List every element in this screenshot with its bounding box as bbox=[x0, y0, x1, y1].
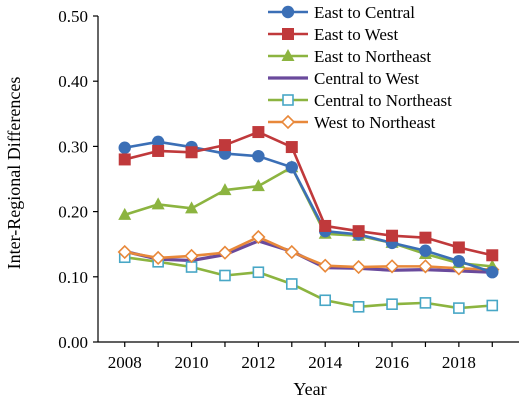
data-point bbox=[386, 298, 398, 310]
data-point bbox=[285, 278, 298, 290]
series-east-to-west bbox=[118, 126, 499, 262]
y-tick-label: 0.20 bbox=[58, 203, 88, 222]
legend-label: Central to Northeast bbox=[314, 91, 452, 110]
x-tick-label: 2014 bbox=[308, 353, 343, 372]
legend-marker bbox=[280, 114, 296, 130]
data-point bbox=[118, 141, 131, 154]
y-tick-label: 0.00 bbox=[58, 333, 88, 352]
data-point bbox=[384, 259, 400, 274]
legend-marker bbox=[282, 28, 294, 40]
data-point bbox=[486, 249, 499, 262]
x-tick-label: 2008 bbox=[108, 353, 142, 372]
data-point bbox=[152, 144, 165, 157]
series-layer bbox=[117, 126, 500, 314]
legend: East to Central East to West East to North… bbox=[268, 3, 452, 132]
data-point bbox=[151, 135, 165, 149]
y-tick-label: 0.40 bbox=[58, 72, 88, 91]
data-point bbox=[318, 258, 333, 273]
data-point bbox=[284, 244, 299, 260]
data-point bbox=[319, 294, 332, 307]
data-point bbox=[419, 297, 432, 309]
data-point bbox=[151, 197, 165, 210]
x-axis-ticks: 2008 2010 2012 2014 2016 2018 bbox=[108, 342, 493, 372]
legend-marker bbox=[281, 49, 295, 61]
data-point bbox=[118, 207, 132, 220]
data-point bbox=[117, 244, 132, 260]
data-point bbox=[218, 183, 232, 196]
data-point bbox=[352, 300, 365, 313]
data-point bbox=[252, 126, 265, 139]
axes bbox=[97, 16, 519, 343]
x-axis-title: Year bbox=[293, 379, 326, 399]
data-point bbox=[418, 259, 433, 274]
legend-item: Central to West bbox=[268, 69, 419, 88]
data-point bbox=[419, 231, 432, 244]
x-tick-label: 2012 bbox=[241, 353, 275, 372]
legend-label: East to Central bbox=[314, 3, 415, 22]
data-point bbox=[118, 153, 131, 166]
data-point bbox=[452, 241, 465, 254]
legend-item: East to West bbox=[268, 25, 399, 44]
legend-item: Central to Northeast bbox=[268, 91, 452, 110]
x-tick-label: 2018 bbox=[442, 353, 476, 372]
data-point bbox=[419, 244, 432, 257]
series-line bbox=[124, 165, 493, 268]
y-axis-title: Inter-Regional Differences bbox=[4, 77, 24, 270]
data-point bbox=[486, 266, 499, 279]
data-point bbox=[285, 141, 298, 154]
series-line bbox=[124, 130, 493, 257]
legend-label: East to West bbox=[314, 25, 399, 44]
data-point bbox=[251, 179, 265, 192]
legend-marker bbox=[281, 5, 295, 19]
series-central-to-northeast bbox=[118, 251, 499, 314]
x-tick-label: 2016 bbox=[375, 353, 409, 372]
data-point bbox=[351, 259, 366, 275]
data-point bbox=[252, 149, 265, 163]
data-point bbox=[219, 269, 231, 282]
y-tick-label: 0.50 bbox=[58, 7, 88, 26]
y-tick-label: 0.10 bbox=[58, 268, 88, 287]
data-point bbox=[218, 139, 231, 152]
data-point bbox=[217, 245, 233, 260]
data-point bbox=[185, 146, 198, 159]
data-point bbox=[184, 248, 199, 264]
data-point bbox=[319, 219, 332, 232]
x-tick-label: 2010 bbox=[175, 353, 209, 372]
legend-label: Central to West bbox=[314, 69, 419, 88]
data-point bbox=[453, 302, 465, 314]
legend-item: East to Northeast bbox=[268, 47, 431, 66]
data-point bbox=[252, 266, 265, 279]
data-point bbox=[452, 254, 466, 268]
data-point bbox=[185, 261, 198, 273]
data-point bbox=[185, 201, 199, 214]
data-point bbox=[486, 299, 499, 312]
series-line bbox=[124, 255, 493, 310]
legend-label: West to Northeast bbox=[314, 113, 436, 132]
data-point bbox=[386, 229, 399, 242]
data-point bbox=[285, 161, 298, 174]
data-point bbox=[151, 250, 166, 266]
data-point bbox=[352, 225, 365, 238]
y-axis-ticks: 0.00 0.10 0.20 0.30 0.40 0.50 bbox=[58, 7, 98, 352]
legend-label: East to Northeast bbox=[314, 47, 431, 66]
legend-item: East to Central bbox=[268, 3, 415, 22]
data-point bbox=[251, 229, 266, 245]
legend-marker bbox=[282, 94, 294, 106]
y-tick-label: 0.30 bbox=[58, 137, 88, 156]
legend-item: West to Northeast bbox=[268, 113, 436, 132]
